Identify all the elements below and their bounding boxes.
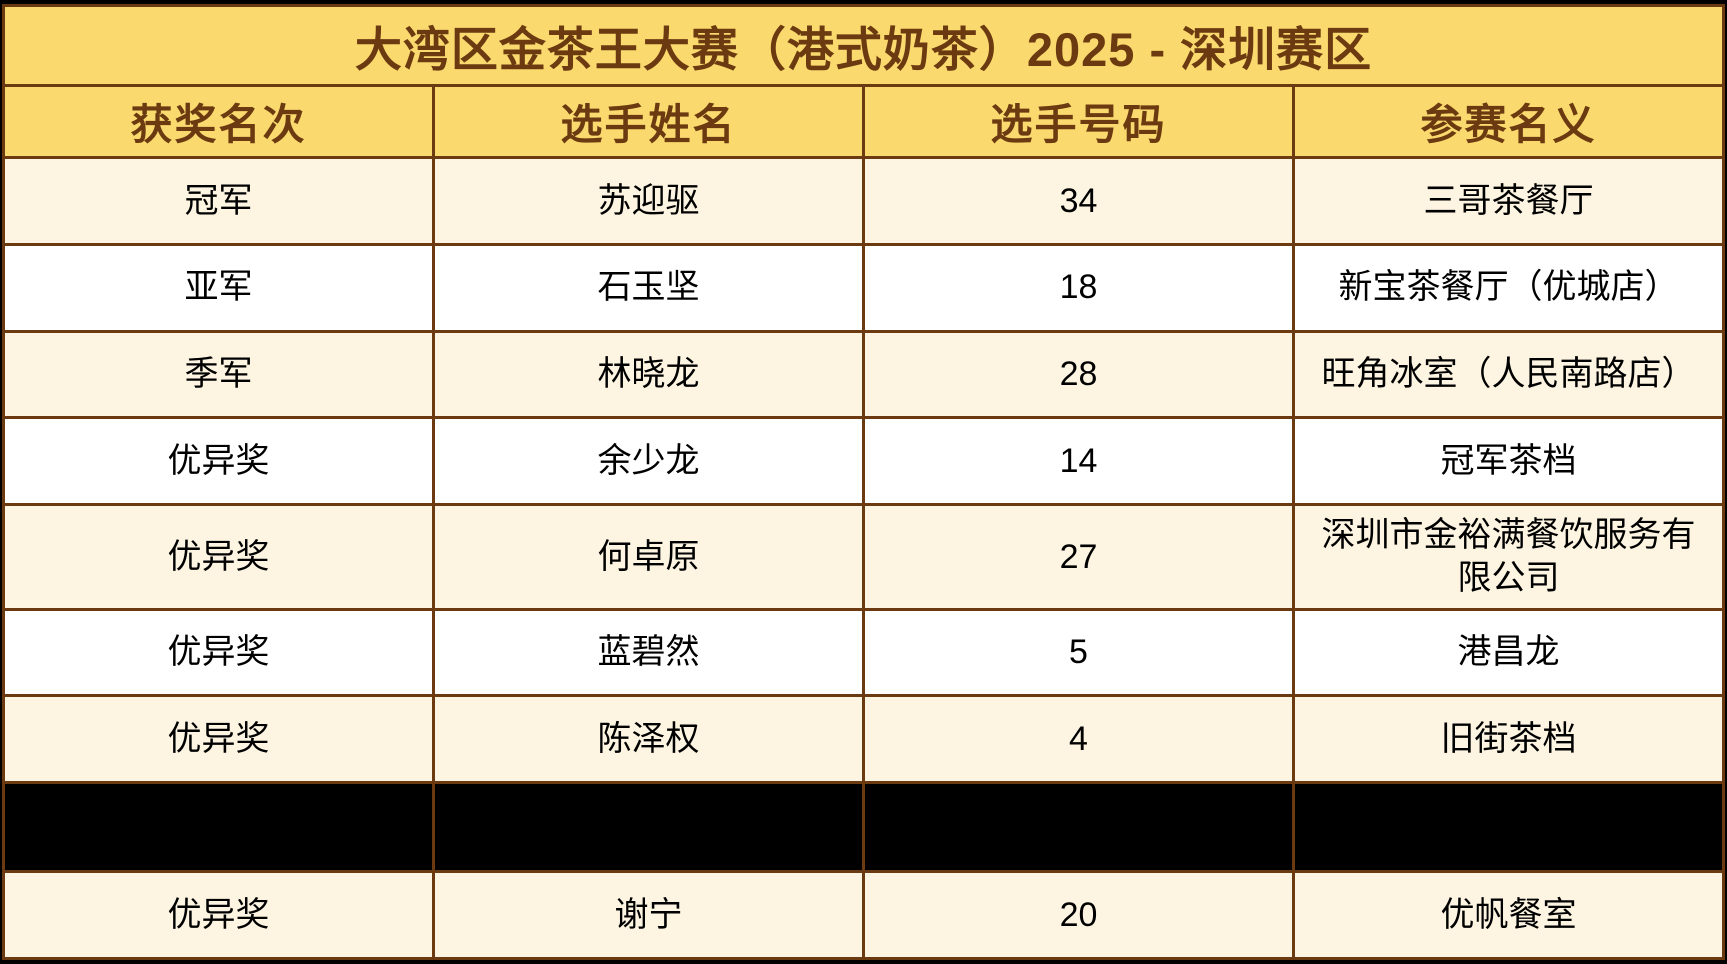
cell-rank: 亚军: [2, 242, 435, 333]
cell-rank: 优异奖: [2, 416, 435, 507]
column-header-number: 选手号码: [862, 84, 1295, 159]
title-row: 大湾区金茶王大赛（港式奶茶）2025 - 深圳赛区: [2, 4, 1725, 87]
table-row: 优异奖 蓝碧然 5 港昌龙: [2, 607, 1725, 698]
cell-entry-entity: 旧街茶档: [1292, 694, 1725, 785]
results-table-head: 大湾区金茶王大赛（港式奶茶）2025 - 深圳赛区 获奖名次 选手姓名 选手号码…: [2, 4, 1725, 159]
cell-contestant-name: 陈泽权: [432, 694, 865, 785]
cell-contestant-number: 14: [862, 416, 1295, 507]
cell-rank: 优异奖: [2, 607, 435, 698]
column-header-rank: 获奖名次: [2, 84, 435, 159]
cell-rank: 季军: [2, 329, 435, 420]
cell-contestant-number: 20: [862, 870, 1295, 960]
cell-contestant-name: 谢宁: [432, 870, 865, 960]
cell-entry-entity: 深圳市金裕满餐饮服务有限公司: [1292, 503, 1725, 611]
cell-contestant-name: 林晓龙: [432, 329, 865, 420]
cell-contestant-name: 何卓原: [432, 503, 865, 611]
cell-entry-entity: [1292, 781, 1725, 874]
cell-contestant-number: 28: [862, 329, 1295, 420]
cell-contestant-name: 蓝碧然: [432, 607, 865, 698]
cell-contestant-number: [862, 781, 1295, 874]
cell-contestant-number: 18: [862, 242, 1295, 333]
cell-rank: [2, 781, 435, 874]
cell-entry-entity: 优帆餐室: [1292, 870, 1725, 960]
cell-rank: 优异奖: [2, 870, 435, 960]
results-table: 大湾区金茶王大赛（港式奶茶）2025 - 深圳赛区 获奖名次 选手姓名 选手号码…: [2, 4, 1725, 960]
cell-rank: 优异奖: [2, 694, 435, 785]
page-title: 大湾区金茶王大赛（港式奶茶）2025 - 深圳赛区: [2, 4, 1725, 87]
cell-contestant-name: 石玉坚: [432, 242, 865, 333]
table-row: 季军 林晓龙 28 旺角冰室（人民南路店）: [2, 329, 1725, 420]
column-header-entity: 参赛名义: [1292, 84, 1725, 159]
cell-contestant-name: 苏迎驱: [432, 156, 865, 246]
cell-contestant-number: 34: [862, 156, 1295, 246]
cell-contestant-name: 余少龙: [432, 416, 865, 507]
table-row: 亚军 石玉坚 18 新宝茶餐厅（优城店）: [2, 242, 1725, 333]
cell-rank: 优异奖: [2, 503, 435, 611]
cell-contestant-number: 4: [862, 694, 1295, 785]
column-header-name: 选手姓名: [432, 84, 865, 159]
cell-entry-entity: 三哥茶餐厅: [1292, 156, 1725, 246]
header-row: 获奖名次 选手姓名 选手号码 参赛名义: [2, 84, 1725, 159]
cell-contestant-name: [432, 781, 865, 874]
cell-contestant-number: 27: [862, 503, 1295, 611]
cell-entry-entity: 旺角冰室（人民南路店）: [1292, 329, 1725, 420]
cell-entry-entity: 港昌龙: [1292, 607, 1725, 698]
table-row: 优异奖 谢宁 20 优帆餐室: [2, 870, 1725, 960]
table-row: 冠军 苏迎驱 34 三哥茶餐厅: [2, 156, 1725, 246]
results-tbody: 冠军 苏迎驱 34 三哥茶餐厅 亚军 石玉坚 18 新宝茶餐厅（优城店） 季军 林晓龙 28 旺角冰室…: [2, 156, 1725, 960]
cell-entry-entity: 冠军茶档: [1292, 416, 1725, 507]
table-row-redacted: [2, 781, 1725, 874]
table-row: 优异奖 何卓原 27 深圳市金裕满餐饮服务有限公司: [2, 503, 1725, 611]
cell-contestant-number: 5: [862, 607, 1295, 698]
cell-rank: 冠军: [2, 156, 435, 246]
cell-entry-entity: 新宝茶餐厅（优城店）: [1292, 242, 1725, 333]
table-row: 优异奖 陈泽权 4 旧街茶档: [2, 694, 1725, 785]
table-row: 优异奖 余少龙 14 冠军茶档: [2, 416, 1725, 507]
